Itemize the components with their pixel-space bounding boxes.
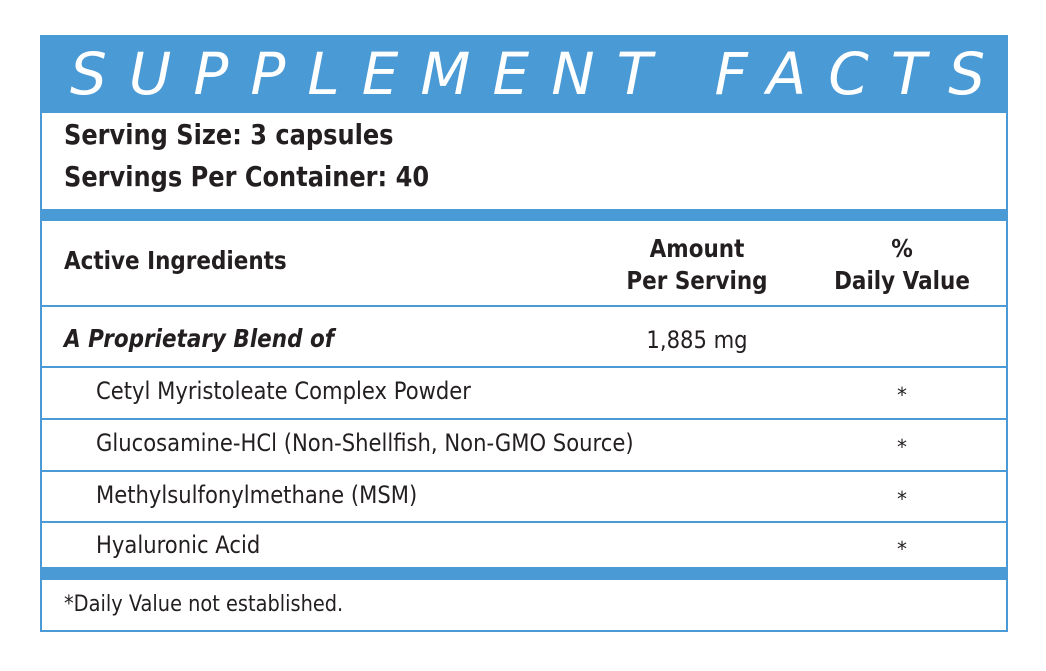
title-bar: SUPPLEMENT FACTS [42, 37, 1006, 113]
header-active-ingredients: Active Ingredients [64, 246, 287, 275]
header-amount-per-serving: Amount Per Serving [624, 233, 770, 297]
header-dv-line2: Daily Value [834, 266, 970, 295]
proprietary-blend-amount: 1,885 mg [646, 326, 748, 354]
row-divider [42, 470, 1006, 472]
divider-band [42, 209, 1006, 221]
divider-band [42, 567, 1006, 580]
servings-per-container: Servings Per Container: 40 [64, 160, 430, 193]
serving-size: Serving Size: 3 capsules [64, 118, 394, 151]
ingredient-daily-value: * [897, 487, 907, 511]
ingredient-name: Glucosamine-HCl (Non-Shellfish, Non-GMO … [96, 429, 634, 457]
proprietary-blend-name: A Proprietary Blend of [64, 324, 335, 353]
header-dv-line1: % [891, 234, 913, 263]
header-amount-line2: Per Serving [626, 266, 768, 295]
row-divider [42, 521, 1006, 523]
ingredient-name: Methylsulfonylmethane (MSM) [96, 481, 418, 509]
ingredient-daily-value: * [897, 435, 907, 459]
ingredient-daily-value: * [897, 383, 907, 407]
ingredient-name: Cetyl Myristoleate Complex Powder [96, 377, 471, 405]
header-amount-line1: Amount [649, 234, 745, 263]
row-divider [42, 418, 1006, 420]
footnote: *Daily Value not established. [64, 592, 344, 617]
row-divider [42, 366, 1006, 368]
ingredient-name: Hyaluronic Acid [96, 531, 261, 559]
header-daily-value: % Daily Value [816, 233, 988, 297]
panel-title: SUPPLEMENT FACTS [70, 40, 1008, 108]
ingredient-daily-value: * [897, 537, 907, 561]
row-divider [42, 305, 1006, 307]
supplement-facts-panel: SUPPLEMENT FACTS Serving Size: 3 capsule… [40, 35, 1008, 632]
